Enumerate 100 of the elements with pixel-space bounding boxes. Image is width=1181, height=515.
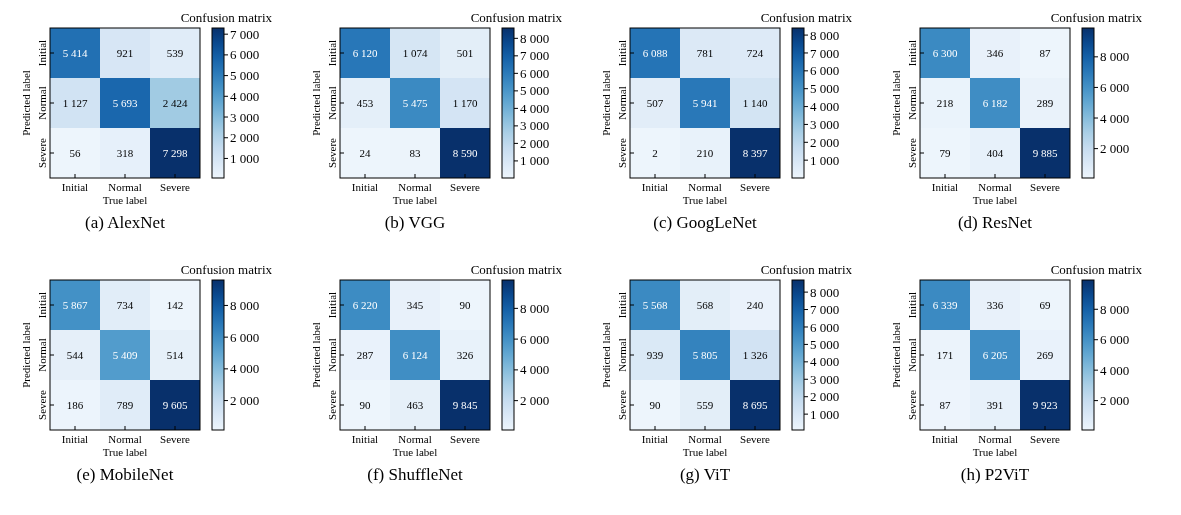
data-label: 5 409: [112, 348, 138, 361]
data-label: 9 923: [1032, 398, 1058, 411]
data-label: 539: [166, 46, 184, 59]
y-tick-label: Severe: [326, 137, 338, 168]
data-label: 724: [746, 46, 764, 59]
data-label: 5 941: [692, 96, 718, 109]
x-tick-label: Normal: [978, 433, 1012, 445]
y-axis-title: Predicted label: [20, 70, 32, 136]
y-axis-title: Predicted label: [310, 70, 322, 136]
data-label: 90: [649, 398, 661, 411]
y-tick-label: Normal: [36, 86, 48, 120]
y-tick-label: Normal: [906, 86, 918, 120]
x-tick-label: Initial: [351, 181, 379, 193]
data-label: 5 867: [62, 298, 88, 311]
data-label: 781: [696, 46, 714, 59]
data-label: 6 088: [642, 46, 668, 59]
text: Confusion matrix: [470, 10, 563, 25]
x-tick-label: Severe: [160, 433, 191, 445]
data-label: 9 845: [452, 398, 478, 411]
y-tick-label: Initial: [616, 291, 628, 319]
color-bar-label: 2 000: [520, 393, 550, 409]
y-tick-label: Normal: [326, 338, 338, 372]
x-tick-label: Initial: [931, 181, 959, 193]
data-label: 6 220: [352, 298, 378, 311]
y-tick-label: Normal: [906, 338, 918, 372]
data-label: 6 124: [402, 348, 428, 361]
data-label: 171: [936, 348, 954, 361]
text: (e) MobileNet: [76, 465, 174, 484]
x-tick-label: Severe: [160, 181, 191, 193]
x-tick-label: Initial: [641, 181, 669, 193]
color-bar-label: 3 000: [810, 371, 840, 387]
x-tick-label: Normal: [688, 433, 722, 445]
text: (f) ShuffleNet: [367, 465, 464, 484]
data-label: 326: [456, 348, 474, 361]
data-label: 287: [356, 348, 374, 361]
color-bar-label: 7 000: [810, 302, 840, 318]
x-tick-label: Severe: [1030, 181, 1061, 193]
data-label: 269: [1036, 348, 1054, 361]
data-label: 87: [939, 398, 951, 411]
color-bar-label: 2 000: [230, 130, 260, 146]
text: Confusion matrix: [180, 10, 273, 25]
x-tick-label: Severe: [1030, 433, 1061, 445]
data-label: 6 182: [982, 96, 1008, 109]
x-axis-title: True label: [392, 446, 438, 458]
data-label: 939: [646, 348, 664, 361]
x-tick-label: Severe: [740, 181, 771, 193]
color-bar-label: 5 000: [810, 336, 840, 352]
data-label: 8 695: [742, 398, 768, 411]
color-bar-label: 7 000: [810, 45, 840, 61]
x-tick-label: Severe: [450, 433, 481, 445]
color-bar-label: 8 000: [1100, 49, 1130, 65]
y-tick-label: Initial: [906, 39, 918, 67]
data-label: 9 605: [162, 398, 188, 411]
color-bar-label: 2 000: [810, 134, 840, 150]
y-tick-label: Normal: [616, 338, 628, 372]
data-label: 24: [359, 146, 371, 159]
text: (b) VGG: [384, 213, 446, 232]
color-bar-label: 3 000: [230, 109, 260, 125]
data-label: 345: [406, 298, 424, 311]
text: Confusion matrix: [760, 262, 853, 277]
color-bar-label: 5 000: [230, 68, 260, 84]
data-label: 90: [359, 398, 371, 411]
y-axis-title: Predicted label: [310, 322, 322, 388]
x-axis-title: True label: [682, 446, 728, 458]
color-bar-label: 2 000: [1100, 393, 1130, 409]
text: Confusion matrix: [1050, 10, 1143, 25]
y-axis-title: Predicted label: [600, 70, 612, 136]
data-label: 544: [66, 348, 84, 361]
color-bar-label: 2 000: [230, 393, 260, 409]
data-label: 507: [646, 96, 664, 109]
color-bar-label: 6 000: [810, 63, 840, 79]
y-tick-label: Severe: [36, 137, 48, 168]
data-label: 559: [696, 398, 714, 411]
data-label: 391: [986, 398, 1004, 411]
color-bar-label: 3 000: [810, 116, 840, 132]
text: Confusion matrix: [760, 10, 853, 25]
color-bar-label: 4 000: [520, 100, 550, 116]
data-label: 240: [746, 298, 764, 311]
data-label: 404: [986, 146, 1004, 159]
data-label: 186: [66, 398, 84, 411]
color-bar-label: 2 000: [1100, 141, 1130, 157]
text: Confusion matrix: [1050, 262, 1143, 277]
color-bar-label: 7 000: [520, 48, 550, 64]
data-label: 318: [116, 146, 134, 159]
color-bar-label: 5 000: [810, 81, 840, 97]
data-label: 5 805: [692, 348, 718, 361]
data-label: 6 205: [982, 348, 1008, 361]
data-label: 87: [1039, 46, 1051, 59]
color-bar-label: 8 000: [520, 300, 550, 316]
color-bar-label: 8 000: [520, 30, 550, 46]
text: Confusion matrix: [180, 262, 273, 277]
x-axis-title: True label: [392, 194, 438, 206]
color-bar-label: 6 000: [520, 331, 550, 347]
color-bar-label: 1 000: [230, 151, 260, 166]
y-tick-label: Initial: [616, 39, 628, 67]
data-label: 6 300: [932, 46, 958, 59]
data-label: 2: [652, 146, 658, 159]
color-bar-label: 6 000: [1100, 79, 1130, 95]
color-bar-label: 1 000: [810, 406, 840, 422]
color-bar-label: 8 000: [810, 27, 840, 43]
